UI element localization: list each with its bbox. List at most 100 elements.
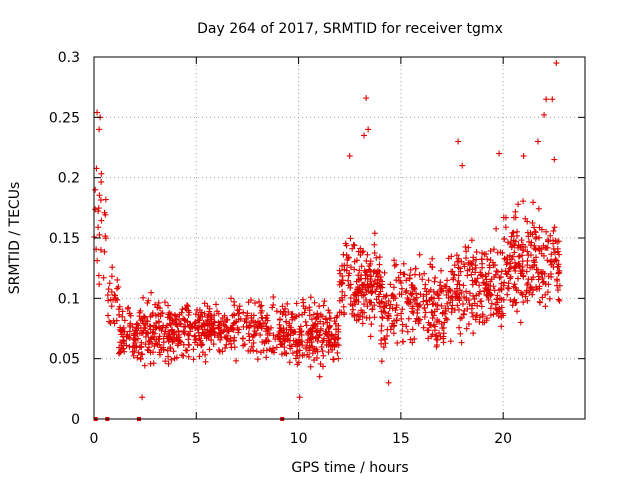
- data-point: [98, 170, 105, 177]
- data-point: [282, 305, 289, 312]
- data-point: [258, 323, 265, 330]
- data-point: [359, 309, 366, 316]
- data-point: [514, 275, 521, 282]
- data-point: [347, 295, 354, 302]
- data-point: [144, 346, 151, 353]
- data-point: [400, 271, 407, 278]
- data-point: [288, 311, 295, 318]
- data-point: [339, 273, 346, 280]
- data-point: [194, 341, 201, 348]
- data-point: [111, 291, 118, 298]
- data-point: [255, 324, 262, 331]
- data-point: [457, 268, 464, 275]
- data-point: [504, 259, 511, 266]
- data-point: [500, 214, 507, 221]
- data-point: [198, 309, 205, 316]
- data-point: [359, 320, 366, 327]
- data-point: [159, 324, 166, 331]
- data-point: [150, 349, 157, 356]
- data-point: [381, 309, 388, 316]
- data-point: [233, 318, 240, 325]
- data-point: [458, 289, 465, 296]
- data-point: [476, 314, 483, 321]
- data-point: [190, 356, 197, 363]
- data-point: [524, 262, 531, 269]
- data-point: [417, 291, 424, 298]
- data-point: [498, 304, 505, 311]
- data-point: [457, 315, 464, 322]
- data-point: [488, 300, 495, 307]
- data-point: [320, 320, 327, 327]
- data-point: [540, 279, 547, 286]
- data-point: [547, 232, 554, 239]
- data-point: [426, 297, 433, 304]
- data-point: [497, 249, 504, 256]
- data-point: [201, 300, 208, 307]
- data-point: [254, 356, 261, 363]
- data-point: [263, 325, 270, 332]
- data-point: [248, 318, 255, 325]
- data-point: [311, 299, 318, 306]
- data-point: [223, 317, 230, 324]
- data-point: [258, 307, 265, 314]
- data-point: [102, 235, 109, 242]
- data-point: [478, 256, 485, 263]
- data-point: [201, 322, 208, 329]
- data-point: [218, 334, 225, 341]
- data-point: [303, 345, 310, 352]
- data-point: [192, 336, 199, 343]
- data-point: [439, 325, 446, 332]
- data-point: [510, 214, 517, 221]
- data-point: [515, 287, 522, 294]
- data-point: [535, 273, 542, 280]
- data-point: [456, 324, 463, 331]
- data-point: [155, 299, 162, 306]
- data-point: [195, 329, 202, 336]
- data-point: [117, 349, 124, 356]
- data-point: [473, 312, 480, 319]
- data-point: [196, 353, 203, 360]
- data-point: [137, 356, 144, 363]
- data-point: [165, 360, 172, 367]
- data-point: [371, 230, 378, 237]
- data-point: [341, 292, 348, 299]
- data-point: [316, 373, 323, 380]
- data-point: [393, 261, 400, 268]
- data-point: [470, 292, 477, 299]
- data-point: [257, 303, 264, 310]
- data-point: [538, 268, 545, 275]
- data-point: [544, 289, 551, 296]
- data-point: [235, 310, 242, 317]
- data-point: [466, 301, 473, 308]
- data-point: [550, 227, 557, 234]
- data-point: [404, 328, 411, 335]
- data-point: [378, 337, 385, 344]
- data-point: [156, 305, 163, 312]
- y-tick-label: 0.3: [58, 50, 80, 66]
- data-point: [334, 312, 341, 319]
- data-point: [259, 339, 266, 346]
- data-point: [140, 294, 147, 301]
- data-point: [134, 354, 141, 361]
- data-point: [194, 306, 201, 313]
- data-point: [466, 266, 473, 273]
- data-point: [551, 258, 558, 265]
- data-point: [449, 302, 456, 309]
- data-point: [368, 289, 375, 296]
- data-point: [409, 282, 416, 289]
- data-point: [383, 300, 390, 307]
- data-point: [407, 336, 414, 343]
- data-point: [390, 293, 397, 300]
- data-point: [178, 339, 185, 346]
- data-point: [433, 342, 440, 349]
- data-point: [529, 219, 536, 226]
- data-point: [256, 298, 263, 305]
- data-point: [381, 269, 388, 276]
- data-point: [376, 291, 383, 298]
- data-point: [449, 293, 456, 300]
- data-point: [257, 331, 264, 338]
- data-point: [444, 300, 451, 307]
- grid-lines: [94, 57, 585, 419]
- data-point: [369, 288, 376, 295]
- data-point: [480, 279, 487, 286]
